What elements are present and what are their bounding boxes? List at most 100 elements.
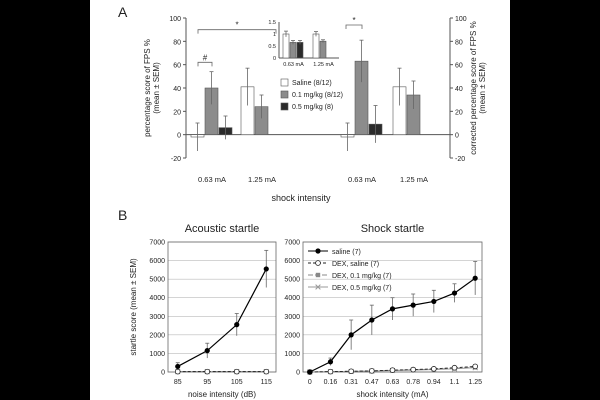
inset-ytick-label-0: 0 xyxy=(273,56,276,62)
b-left-ytick-label-4: 4000 xyxy=(149,295,165,302)
a-right-ylabel-line1: corrected percentage score of FPS % xyxy=(469,21,478,154)
b-right-xtick-label-8: 1.25 xyxy=(468,379,482,386)
b-left-xtick-label-0: 85 xyxy=(174,379,182,386)
b-right-point-0-7 xyxy=(451,290,458,296)
figure-background xyxy=(90,0,510,400)
a-right-ytick-label-6: 100 xyxy=(455,16,467,23)
b-right-xtick-label-5: 0.78 xyxy=(406,379,420,386)
b-left: 0 1000 2000 3000 4000 5000 6000 7000 85 95 105 115 n… xyxy=(149,223,277,399)
b-right-ytick-label-6: 6000 xyxy=(284,258,300,265)
b-left-point-0-2 xyxy=(234,322,240,328)
legend-a-swatch-2 xyxy=(280,102,289,111)
a-left-ytick-label-6: 100 xyxy=(169,16,181,23)
b-right-point-0-5 xyxy=(410,302,416,308)
b-right-point-1-4 xyxy=(389,367,396,373)
legend-b-marker-3 xyxy=(315,284,321,290)
inset-ytick-label-3: 1.5 xyxy=(268,20,276,26)
b-right-point-1-7 xyxy=(451,364,458,371)
legend-b-marker-1 xyxy=(315,260,321,266)
inset-category-label-1: 1.25 mA xyxy=(313,62,334,68)
b-right-ytick-label-0: 0 xyxy=(296,370,300,377)
a-right-category-label-0: 0.63 mA xyxy=(348,175,376,184)
panel-label-b: B xyxy=(118,207,127,223)
a-right-ytick-label-1: 0 xyxy=(455,133,459,140)
b-right-point-1-8 xyxy=(472,363,478,370)
a-right-category-label-1: 1.25 mA xyxy=(400,175,428,184)
b-left-ytick-label-5: 5000 xyxy=(149,277,165,284)
a-right-ylabel-line2: (mean ± SEM) xyxy=(478,62,487,114)
panel-a: -20 0 20 40 60 80 100 -20 0 20 40 60 80 100 percentage… xyxy=(143,16,487,184)
b-right-xtick-label-7: 1.1 xyxy=(450,379,460,386)
b-right-xtick-label-4: 0.63 xyxy=(386,379,400,386)
legend-b-label-3: DEX, 0.5 mg/kg (7) xyxy=(332,285,392,292)
b-left-point-1-2 xyxy=(233,368,240,375)
legend-b-label-2: DEX, 0.1 mg/kg (7) xyxy=(332,273,392,280)
b-right-title: Shock startle xyxy=(361,223,425,235)
b-left-xtick-label-3: 115 xyxy=(261,379,272,386)
b-right-point-1-3 xyxy=(369,368,375,374)
a-left-star-bracket xyxy=(197,29,277,34)
panel-a-legend: Saline (8/12) 0.1 mg/kg (8/12) 0.5 mg/kg (… xyxy=(280,78,343,111)
b-right-point-1-5 xyxy=(410,366,416,373)
b-right-ytick-label-1: 1000 xyxy=(284,351,300,358)
b-right-point-1-6 xyxy=(431,366,437,372)
b-right-point-0-8 xyxy=(472,275,478,281)
legend-a-swatch-0 xyxy=(280,78,289,87)
a-right-ytick-label-5: 80 xyxy=(455,39,463,46)
b-right-point-0-6 xyxy=(431,298,437,305)
b-left-point-1-3 xyxy=(263,368,270,375)
inset-bar-0-1 xyxy=(289,42,297,59)
panel-label-a: A xyxy=(118,4,128,20)
b-right-xtick-label-3: 0.47 xyxy=(365,379,379,386)
b-right: 0 1000 2000 3000 4000 5000 6000 7000 0 0.16 0.31 0.… xyxy=(284,223,483,399)
b-right-point-1-2 xyxy=(348,368,354,375)
inset-ytick-label-1: 0.5 xyxy=(268,44,276,50)
a-left-category-label-0: 0.63 mA xyxy=(198,175,226,184)
legend-a-label-2: 0.5 mg/kg (8) xyxy=(292,104,333,111)
b-right-point-0-1 xyxy=(327,359,334,365)
legend-b-label-0: saline (7) xyxy=(332,249,361,256)
b-left-ylabel-text: startle score (mean ± SEM) xyxy=(129,258,138,356)
a-right-ytick-label-3: 40 xyxy=(455,86,463,93)
b-left-xtick-label-1: 95 xyxy=(203,379,211,386)
b-left-point-0-1 xyxy=(204,348,210,354)
b-right-point-0-0 xyxy=(307,369,313,375)
inset-bar-0-2 xyxy=(296,42,304,59)
b-left-xlabel: noise intensity (dB) xyxy=(188,390,256,399)
legend-b-marker-0 xyxy=(315,248,321,254)
a-left-ylabel: percentage score of FPS % (mean ± SEM) xyxy=(143,39,161,137)
b-right-xtick-label-2: 0.31 xyxy=(344,379,358,386)
b-left-ytick-label-0: 0 xyxy=(161,370,165,377)
a-right-ytick-label-4: 60 xyxy=(455,63,463,70)
legend-a-swatch-1 xyxy=(280,90,289,99)
a-left-ylabel-line2: (mean ± SEM) xyxy=(152,62,161,114)
a-left-ytick-label-2: 20 xyxy=(173,109,181,116)
a-left-category-label-1: 1.25 mA xyxy=(248,175,276,184)
legend-b-label-1: DEX, saline (7) xyxy=(332,261,379,268)
legend-a-label-0: Saline (8/12) xyxy=(292,80,332,87)
a-left-ytick-label-1: 0 xyxy=(177,133,181,140)
b-right-xlabel: shock intensity (mA) xyxy=(356,390,428,399)
inset-bar-1-0 xyxy=(312,33,320,59)
b-right-series-line-2 xyxy=(309,366,476,373)
a-left-ylabel-line1: percentage score of FPS % xyxy=(143,39,152,137)
b-left-point-1-1 xyxy=(204,368,211,375)
a-left-ytick-label-4: 60 xyxy=(173,63,181,70)
a-right-ylabel: corrected percentage score of FPS % (mean… xyxy=(469,21,487,154)
b-right-ytick-label-2: 2000 xyxy=(284,332,300,339)
b-left-point-0-3 xyxy=(263,266,269,272)
a-left-ytick-label-0: -20 xyxy=(171,156,181,163)
b-right-ytick-label-7: 7000 xyxy=(284,240,300,247)
a-left-ytick-label-3: 40 xyxy=(173,86,181,93)
b-left-ylabel: startle score (mean ± SEM) xyxy=(129,258,138,356)
b-right-ytick-label-5: 5000 xyxy=(284,277,300,284)
b-left-ytick-label-7: 7000 xyxy=(149,240,165,247)
inset-bar-1-1 xyxy=(319,40,327,59)
b-right-point-0-2 xyxy=(348,332,354,338)
panel-a-xlabel: shock intensity xyxy=(271,193,331,203)
a-right-ytick-label-2: 20 xyxy=(455,109,463,116)
b-right-xtick-label-0: 0 xyxy=(308,379,312,386)
a-right-star-bracket xyxy=(345,24,363,29)
b-left-ytick-label-1: 1000 xyxy=(149,351,165,358)
